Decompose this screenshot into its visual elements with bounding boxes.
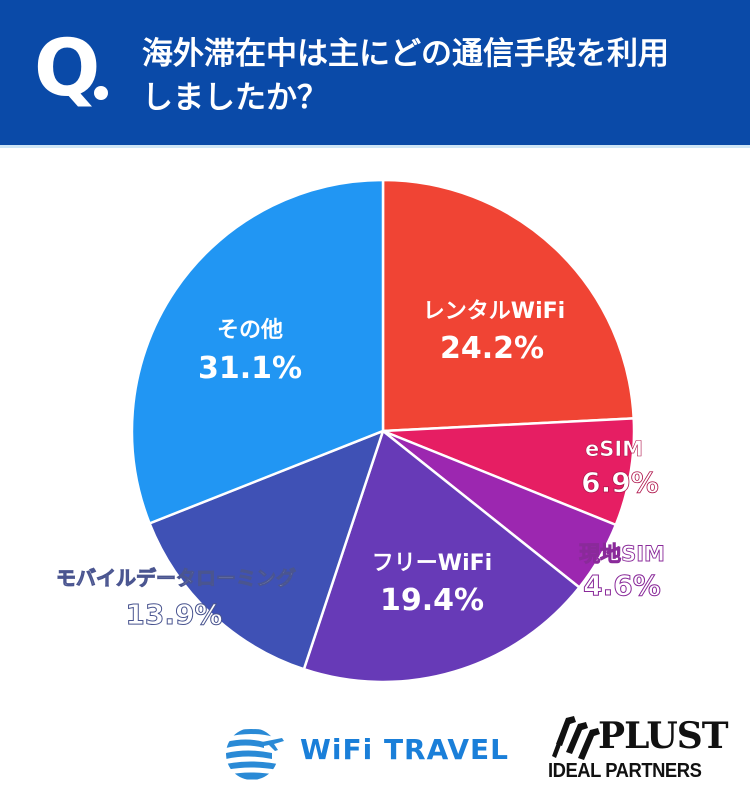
wifi-travel-logo: WiFi TRAVEL: [300, 733, 510, 766]
slice-mobile-roaming: [148, 429, 385, 671]
label-local-sim-value: 4.6%: [583, 569, 661, 602]
label-rental-wifi-value: 24.2%: [440, 331, 544, 366]
label-free-wifi-name: フリーWiFi: [372, 551, 492, 576]
label-rental-wifi-name: レンタルWiFi: [423, 299, 565, 324]
plust-logo: PLUST: [598, 715, 729, 757]
slice-other: [130, 178, 385, 525]
wifi-travel-globe-icon: [226, 729, 284, 780]
question-header: Q 海外滞在中は主にどの通信手段を利用 しましたか？: [0, 0, 750, 148]
q-dot-icon: [94, 86, 108, 100]
pie-chart: レンタルWiFi 24.2% eSIM 6.9% 現地SIM 4.6% フリーW…: [56, 178, 665, 684]
label-local-sim-name: 現地SIM: [579, 542, 665, 566]
label-esim-name: eSIM: [585, 437, 643, 461]
label-other-name: その他: [217, 318, 283, 343]
question-text: 海外滞在中は主にどの通信手段を利用 しましたか？: [142, 32, 669, 120]
plust-logo-icon: [552, 716, 600, 760]
label-mobile-roaming-value: 13.9%: [125, 598, 222, 631]
label-mobile-roaming-name: モバイルデータローミング: [56, 566, 296, 590]
slice-esim: [381, 417, 636, 527]
question-line-2: しましたか？: [142, 80, 328, 116]
plust-subtitle: IDEAL PARTNERS: [548, 760, 702, 782]
slice-free-wifi: [302, 429, 581, 684]
slice-rental-wifi: [381, 178, 635, 433]
label-free-wifi-value: 19.4%: [380, 583, 484, 618]
q-mark: Q: [34, 24, 101, 114]
label-esim-value: 6.9%: [581, 466, 659, 499]
question-line-1: 海外滞在中は主にどの通信手段を利用: [142, 36, 669, 72]
label-other-value: 31.1%: [198, 351, 302, 386]
